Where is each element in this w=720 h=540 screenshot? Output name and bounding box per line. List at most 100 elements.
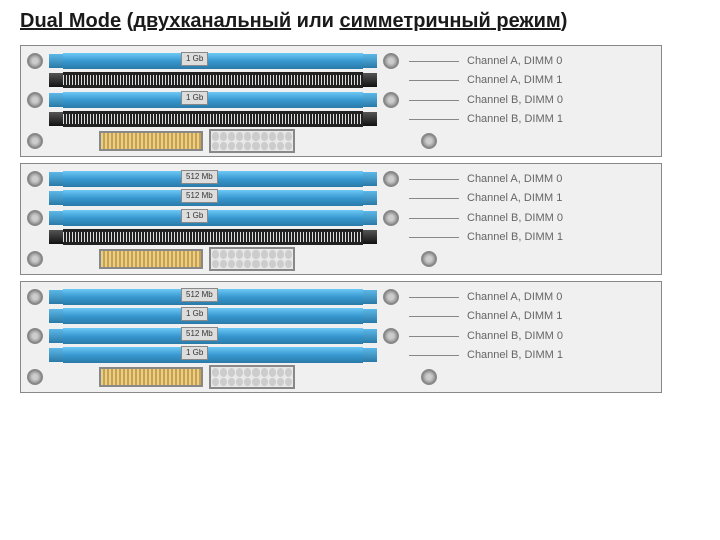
channel-group: 512 MbChannel A, DIMM 01 Gb Channel A, DI… (21, 288, 661, 325)
slot-label: Channel B, DIMM 1 (467, 231, 563, 243)
slot-tab (363, 329, 377, 343)
channel-group: 512 Mb Channel A, DIMM 0 512 Mb Channel A, … (21, 170, 661, 207)
slot-row: 512 Mb Channel A, DIMM 1 (21, 189, 661, 207)
slot-label: Channel B, DIMM 0 (467, 212, 563, 224)
slot-label: Channel A, DIMM 0 (467, 173, 562, 185)
slot-label: Channel A, DIMM 1 (467, 74, 562, 86)
dimm-module: 1 Gb (63, 53, 363, 69)
capacity-label: 512 Mb (181, 327, 218, 341)
screw-icon (383, 53, 399, 69)
ide-connector (99, 367, 203, 387)
ide-connector (99, 131, 203, 151)
slot-tab (49, 93, 63, 107)
channel-group: 1 Gb Channel B, DIMM 0 Channel B, DIMM 1 (21, 209, 661, 246)
title-p7: ) (561, 10, 568, 32)
capacity-label: 1 Gb (181, 209, 208, 223)
slot-tab (363, 54, 377, 68)
connector-row (21, 130, 661, 152)
slot-label: Channel B, DIMM 0 (467, 94, 563, 106)
screw-icon (383, 171, 399, 187)
screw-icon (27, 133, 43, 149)
slot-tab (363, 73, 377, 87)
screw-icon (27, 328, 43, 344)
atx-connector (209, 365, 295, 389)
pointer-line (409, 179, 459, 180)
pointer-line (409, 119, 459, 120)
slot-row: 1 Gb Channel A, DIMM 0 (21, 52, 661, 70)
configs-container: 1 GbChannel A, DIMM 0Channel A, DIMM 11 … (20, 45, 700, 393)
ide-connector (99, 249, 203, 269)
dimm-module: 512 Mb (63, 190, 363, 206)
slot-tab (363, 112, 377, 126)
pointer-line (409, 316, 459, 317)
capacity-label: 1 Gb (181, 346, 208, 360)
slot-tab (363, 290, 377, 304)
slot-tab (49, 112, 63, 126)
empty-slot (63, 111, 363, 127)
screw-icon (27, 210, 43, 226)
pointer-line (409, 80, 459, 81)
screw-icon (27, 369, 43, 385)
screw-icon (383, 92, 399, 108)
slot-tab (363, 309, 377, 323)
slot-row: 1 Gb Channel B, DIMM 0 (21, 209, 661, 227)
pointer-line (409, 237, 459, 238)
slot-label: Channel B, DIMM 0 (467, 330, 563, 342)
pointer-line (409, 355, 459, 356)
screw-icon (383, 289, 399, 305)
capacity-label: 512 Mb (181, 170, 218, 184)
pointer-line (409, 297, 459, 298)
slot-tab (49, 230, 63, 244)
slot-tab (363, 211, 377, 225)
slot-tab (49, 290, 63, 304)
page-title: Dual Mode (двухканальный или симметричны… (20, 10, 700, 33)
pointer-line (409, 100, 459, 101)
capacity-label: 512 Mb (181, 189, 218, 203)
title-p6: режим (491, 10, 561, 32)
slot-tab (49, 191, 63, 205)
channel-group: 1 Gb Channel A, DIMM 0 Channel A, DIMM 1 (21, 52, 661, 89)
title-p4: или (291, 10, 339, 32)
pointer-line (409, 218, 459, 219)
slot-label: Channel A, DIMM 0 (467, 55, 562, 67)
title-p1: Dual Mode (20, 10, 121, 32)
slot-row: 512 Mb Channel A, DIMM 0 (21, 170, 661, 188)
empty-slot (63, 229, 363, 245)
title-p5: симметричный (340, 10, 491, 32)
slot-tab (363, 172, 377, 186)
screw-icon (383, 210, 399, 226)
slot-row: Channel A, DIMM 1 (21, 71, 661, 89)
screw-icon (421, 369, 437, 385)
capacity-label: 512 Mb (181, 288, 218, 302)
screw-icon (383, 328, 399, 344)
dimm-module: 1 Gb (63, 347, 363, 363)
config-block: 512 MbChannel A, DIMM 01 GbChannel A, DI… (20, 281, 662, 393)
slot-tab (49, 309, 63, 323)
slot-row: 1 Gb Channel B, DIMM 1 (21, 346, 661, 364)
pointer-line (409, 336, 459, 337)
capacity-label: 1 Gb (181, 91, 208, 105)
slot-tab (49, 211, 63, 225)
connector-row (21, 366, 661, 388)
dimm-module: 512 Mb (63, 171, 363, 187)
slot-row: Channel B, DIMM 1 (21, 228, 661, 246)
pointer-line (409, 198, 459, 199)
dimm-module: 512 Mb (63, 289, 363, 305)
capacity-label: 1 Gb (181, 52, 208, 66)
config-block: 512 Mb Channel A, DIMM 0 512 Mb Channel A, … (20, 163, 662, 275)
slot-label: Channel B, DIMM 1 (467, 349, 563, 361)
connector-row (21, 248, 661, 270)
screw-icon (27, 289, 43, 305)
screw-icon (421, 133, 437, 149)
slot-row: 512 MbChannel A, DIMM 0 (21, 288, 661, 306)
dimm-module: 1 Gb (63, 308, 363, 324)
slot-row: 1 Gb Channel B, DIMM 0 (21, 91, 661, 109)
slot-tab (49, 172, 63, 186)
slot-label: Channel A, DIMM 1 (467, 310, 562, 322)
slot-label: Channel A, DIMM 1 (467, 192, 562, 204)
slot-tab (49, 73, 63, 87)
capacity-label: 1 Gb (181, 307, 208, 321)
empty-slot (63, 72, 363, 88)
channel-group: 1 GbChannel B, DIMM 0Channel B, DIMM 1 (21, 91, 661, 128)
slot-tab (49, 348, 63, 362)
